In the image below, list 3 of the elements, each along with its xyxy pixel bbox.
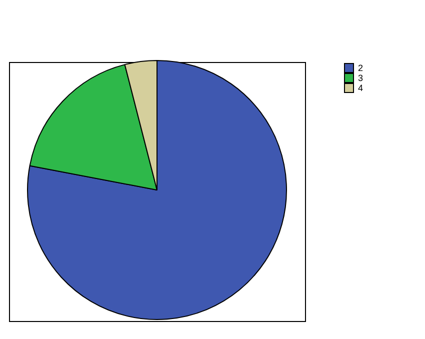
legend-label: 4 [358, 83, 364, 93]
legend-label: 2 [358, 63, 364, 73]
legend-label: 3 [358, 73, 364, 83]
